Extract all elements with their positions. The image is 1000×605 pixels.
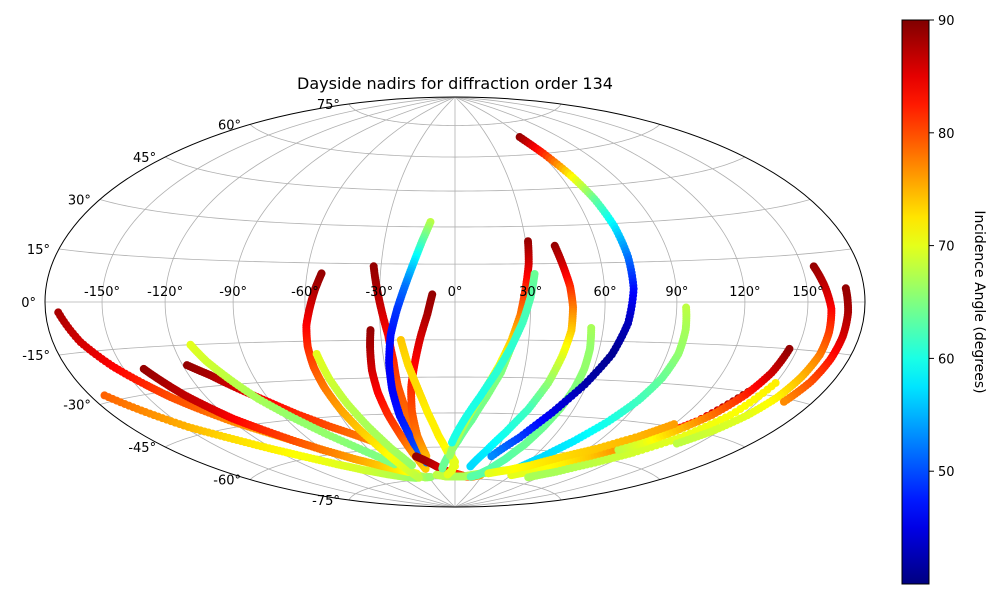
colorbar-tick-label: 60 — [938, 352, 955, 367]
data-point — [438, 464, 447, 473]
longitude-tick-label: -150° — [84, 285, 120, 300]
longitude-tick-label: -60° — [291, 285, 319, 300]
latitude-tick-label: -30° — [63, 399, 91, 414]
colorbar: 50 60 70 80 90 Incidence Angle (degrees) — [901, 14, 987, 585]
colorbar-tick-label: 70 — [938, 240, 955, 255]
latitude-tick-label: 60° — [218, 118, 241, 133]
data-point — [466, 462, 475, 471]
colorbar-label: Incidence Angle (degrees) — [971, 210, 987, 393]
longitude-tick-labels: -150° -120° -90° -60° -30° 0° 30° 60° 90° 120° 150… — [84, 285, 824, 300]
parallel-line — [99, 376, 811, 405]
data-point — [484, 469, 493, 478]
data-point — [487, 452, 496, 461]
longitude-tick-label: 30° — [519, 285, 542, 300]
parallel-line — [164, 156, 746, 192]
longitude-tick-label: 0° — [448, 285, 463, 300]
longitude-tick-label: -120° — [147, 285, 183, 300]
data-point — [445, 451, 454, 460]
latitude-tick-label: 45° — [133, 151, 156, 166]
latitude-tick-label: -15° — [22, 349, 50, 364]
colorbar-tick-label: 90 — [938, 14, 955, 29]
parallel-line — [348, 103, 562, 126]
parallel-line — [58, 339, 852, 356]
latitude-tick-label: 15° — [27, 243, 50, 258]
data-point — [414, 473, 423, 482]
data-point — [785, 344, 794, 353]
data-point — [779, 397, 788, 406]
longitude-tick-label: 120° — [729, 285, 760, 300]
latitude-tick-labels: -75° -60° -45° -30° -15° 0° 15° 30° 45° 60° 75° — [21, 98, 340, 509]
chart-title: Dayside nadirs for diffraction order 134 — [297, 74, 613, 93]
data-points — [54, 133, 853, 482]
data-point — [672, 439, 681, 448]
longitude-tick-label: 60° — [594, 285, 617, 300]
data-point — [421, 464, 430, 473]
longitude-tick-label: -30° — [365, 285, 393, 300]
longitude-tick-label: 90° — [665, 285, 688, 300]
colorbar-tick-label: 50 — [938, 465, 955, 480]
data-point — [447, 438, 456, 447]
colorbar-ticks: 50 60 70 80 90 — [929, 14, 955, 480]
data-point — [443, 470, 452, 479]
longitude-tick-label: 150° — [792, 285, 823, 300]
data-point — [771, 378, 780, 387]
latitude-tick-label: 75° — [317, 98, 340, 113]
parallel-line — [99, 199, 811, 228]
latitude-tick-label: -75° — [312, 494, 340, 509]
latitude-tick-label: 0° — [21, 296, 36, 311]
latitude-tick-label: -60° — [213, 474, 241, 489]
data-point — [408, 461, 417, 470]
colorbar-tick-label: 80 — [938, 127, 955, 142]
parallel-line — [249, 124, 661, 158]
latitude-tick-label: 30° — [68, 194, 91, 209]
longitude-tick-label: -90° — [219, 285, 247, 300]
data-point — [466, 472, 475, 481]
latitude-tick-label: -45° — [128, 441, 156, 456]
map-boundary — [44, 96, 866, 508]
colorbar-bar — [901, 19, 930, 585]
parallel-line — [58, 248, 852, 265]
